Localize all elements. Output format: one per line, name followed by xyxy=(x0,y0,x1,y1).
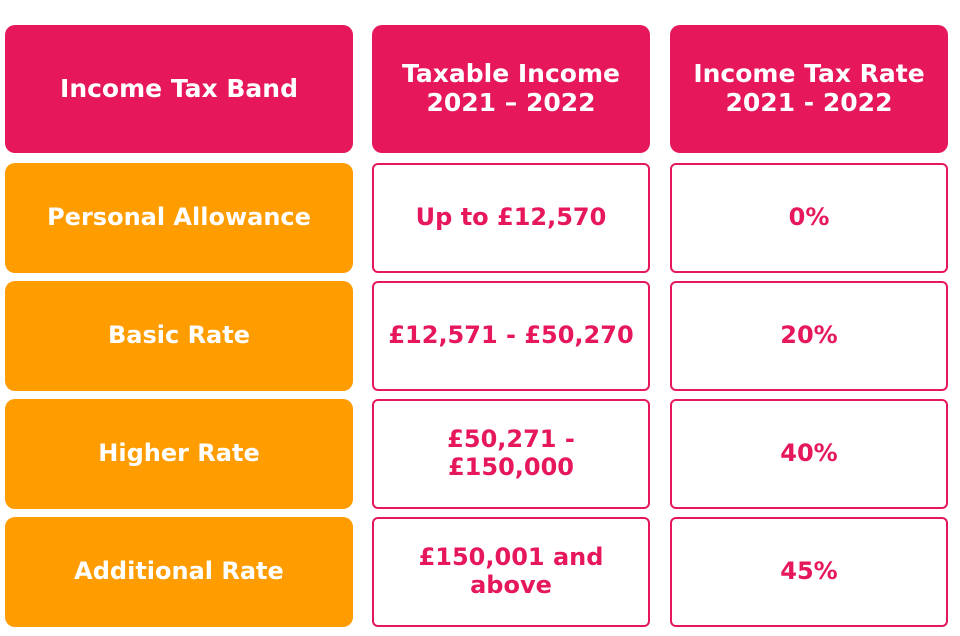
income-basic-rate: £12,571 - £50,270 xyxy=(372,281,650,391)
band-personal-allowance: Personal Allowance xyxy=(5,163,353,273)
income-higher-rate: £50,271 - £150,000 xyxy=(372,399,650,509)
band-additional-rate: Additional Rate xyxy=(5,517,353,627)
rate-basic-rate: 20% xyxy=(670,281,948,391)
header-income-tax-rate: Income Tax Rate 2021 - 2022 xyxy=(670,25,948,153)
header-taxable-income: Taxable Income 2021 – 2022 xyxy=(372,25,650,153)
income-additional-rate: £150,001 and above xyxy=(372,517,650,627)
income-personal-allowance: Up to £12,570 xyxy=(372,163,650,273)
band-basic-rate: Basic Rate xyxy=(5,281,353,391)
rate-personal-allowance: 0% xyxy=(670,163,948,273)
header-income-tax-band: Income Tax Band xyxy=(5,25,353,153)
rate-additional-rate: 45% xyxy=(670,517,948,627)
band-higher-rate: Higher Rate xyxy=(5,399,353,509)
rate-higher-rate: 40% xyxy=(670,399,948,509)
